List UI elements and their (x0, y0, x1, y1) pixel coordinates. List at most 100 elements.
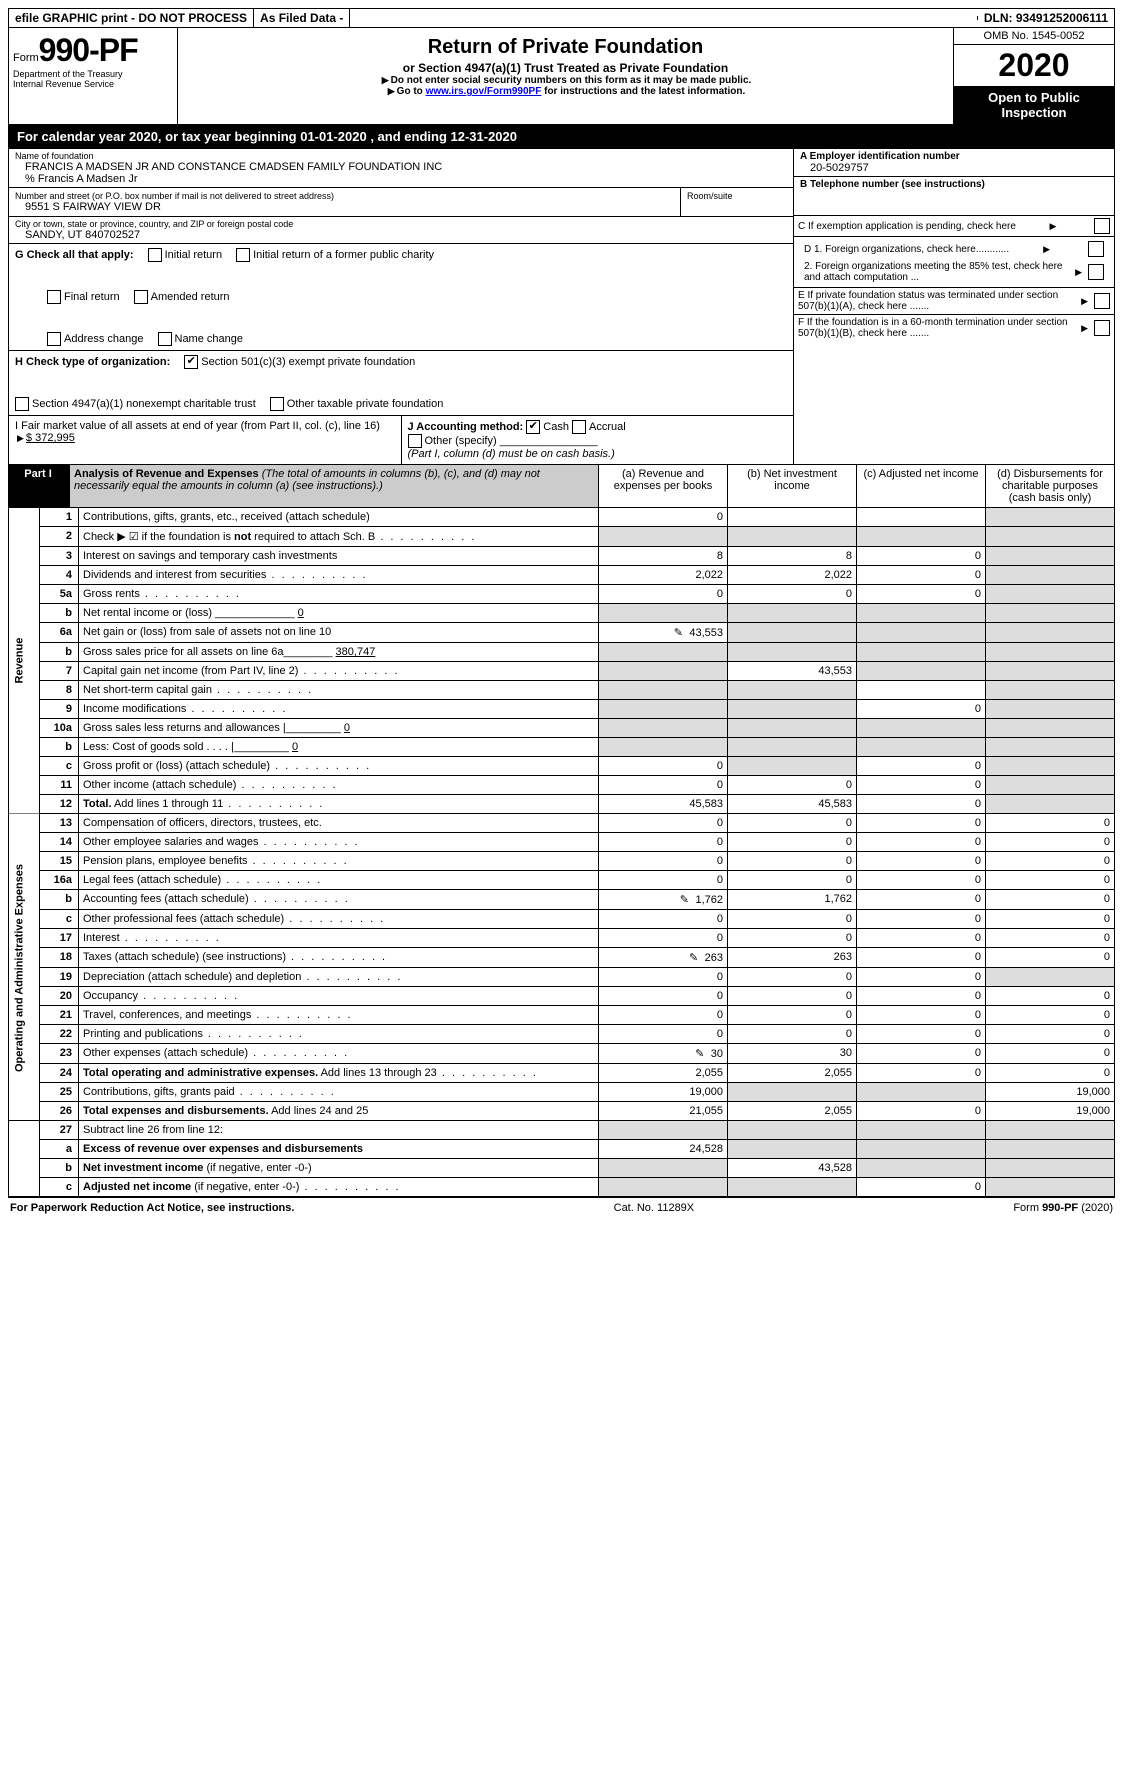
chk-other-taxable[interactable] (270, 397, 284, 411)
calendar-year-line: For calendar year 2020, or tax year begi… (8, 125, 1115, 149)
cell-shaded (728, 757, 857, 776)
cell-value: 0 (986, 852, 1115, 871)
cell-value: 0 (857, 968, 986, 987)
cell-value: 0 (857, 929, 986, 948)
cell-shaded (857, 738, 986, 757)
row-desc: Adjusted net income (if negative, enter … (79, 1178, 599, 1197)
cell-value: 45,583 (728, 795, 857, 814)
chk-c[interactable] (1094, 218, 1110, 234)
chk-name-change[interactable] (158, 332, 172, 346)
table-row: bNet investment income (if negative, ent… (9, 1159, 1115, 1178)
row-num: 19 (40, 968, 79, 987)
row-num: 9 (40, 700, 79, 719)
instructions-link[interactable]: www.irs.gov/Form990PF (426, 86, 542, 97)
chk-final-return[interactable] (47, 290, 61, 304)
row-desc: Contributions, gifts, grants paid (79, 1083, 599, 1102)
cell-value: 0 (986, 814, 1115, 833)
cell-value: 0 (728, 1025, 857, 1044)
row-num: 3 (40, 547, 79, 566)
page-footer: For Paperwork Reduction Act Notice, see … (8, 1197, 1115, 1218)
cell-value: 2,022 (599, 566, 728, 585)
cell-shaded (986, 623, 1115, 643)
cell-value: 21,055 (599, 1102, 728, 1121)
cell-value: 0 (986, 929, 1115, 948)
phone-label: B Telephone number (see instructions) (800, 179, 985, 190)
cell-value: 24,528 (599, 1140, 728, 1159)
cell-value: 0 (857, 852, 986, 871)
row-num: 21 (40, 1006, 79, 1025)
form-subtitle: or Section 4947(a)(1) Trust Treated as P… (182, 61, 949, 75)
cell-value: 0 (728, 929, 857, 948)
row-num: 13 (40, 814, 79, 833)
table-row: 22Printing and publications0000 (9, 1025, 1115, 1044)
row-desc: Other expenses (attach schedule) (79, 1044, 599, 1064)
g-label: G Check all that apply: (15, 249, 134, 261)
cell-shaded (857, 719, 986, 738)
efile-notice: efile GRAPHIC print - DO NOT PROCESS (9, 9, 254, 27)
cell-value: 0 (857, 910, 986, 929)
attachment-icon[interactable]: ✎ (670, 626, 686, 639)
attachment-icon[interactable]: ✎ (692, 1047, 708, 1060)
cell-value: 0 (728, 833, 857, 852)
chk-other-method[interactable] (408, 434, 422, 448)
cell-shaded (599, 643, 728, 662)
cell-value: 0 (599, 814, 728, 833)
cell-shaded (986, 738, 1115, 757)
cell-value: 0 (857, 1006, 986, 1025)
chk-cash[interactable] (526, 420, 540, 434)
chk-e[interactable] (1094, 293, 1110, 309)
row-desc: Subtract line 26 from line 12: (79, 1121, 599, 1140)
col-a-head: (a) Revenue and expenses per books (599, 465, 728, 508)
cell-shaded (599, 604, 728, 623)
chk-d1[interactable] (1088, 241, 1104, 257)
cell-shaded (728, 604, 857, 623)
row-num: 5a (40, 585, 79, 604)
row-desc: Contributions, gifts, grants, etc., rece… (79, 508, 599, 527)
cell-value: 0 (728, 871, 857, 890)
row-num: 1 (40, 508, 79, 527)
chk-address-change[interactable] (47, 332, 61, 346)
row-num: c (40, 910, 79, 929)
ein-label: A Employer identification number (800, 151, 960, 162)
row-desc: Pension plans, employee benefits (79, 852, 599, 871)
row-num: b (40, 604, 79, 623)
cell-shaded (599, 719, 728, 738)
chk-accrual[interactable] (572, 420, 586, 434)
row-num: 27 (40, 1121, 79, 1140)
ein-value: 20-5029757 (800, 162, 1108, 174)
form-title: Return of Private Foundation (182, 36, 949, 59)
row-num: 20 (40, 987, 79, 1006)
cell-shaded (986, 700, 1115, 719)
row-num: 22 (40, 1025, 79, 1044)
chk-501c3[interactable] (184, 355, 198, 369)
cell-shaded (728, 1178, 857, 1197)
cell-value: 0 (857, 1044, 986, 1064)
attachment-icon[interactable]: ✎ (686, 951, 702, 964)
cell-empty (857, 508, 986, 527)
paperwork-notice: For Paperwork Reduction Act Notice, see … (10, 1202, 294, 1214)
chk-4947a1[interactable] (15, 397, 29, 411)
cell-value: 2,022 (728, 566, 857, 585)
cell-shaded (728, 738, 857, 757)
cell-value: 0 (728, 814, 857, 833)
chk-initial-former[interactable] (236, 248, 250, 262)
cell-value: 0 (857, 948, 986, 968)
entity-info: Name of foundation FRANCIS A MADSEN JR A… (8, 149, 1115, 465)
h-label: H Check type of organization: (15, 356, 170, 368)
cell-value: 0 (986, 948, 1115, 968)
table-row: 7Capital gain net income (from Part IV, … (9, 662, 1115, 681)
cell-value: 8 (599, 547, 728, 566)
chk-f[interactable] (1094, 320, 1110, 336)
cell-value: 43,553 (728, 662, 857, 681)
chk-initial-return[interactable] (148, 248, 162, 262)
chk-d2[interactable] (1088, 264, 1104, 280)
cell-shaded (986, 604, 1115, 623)
table-row: 18Taxes (attach schedule) (see instructi… (9, 948, 1115, 968)
cell-value: 2,055 (599, 1064, 728, 1083)
cell-value: 0 (857, 814, 986, 833)
table-row: 14Other employee salaries and wages0000 (9, 833, 1115, 852)
row-desc: Gross rents (79, 585, 599, 604)
col-d-head: (d) Disbursements for charitable purpose… (986, 465, 1115, 508)
chk-amended-return[interactable] (134, 290, 148, 304)
attachment-icon[interactable]: ✎ (676, 893, 692, 906)
